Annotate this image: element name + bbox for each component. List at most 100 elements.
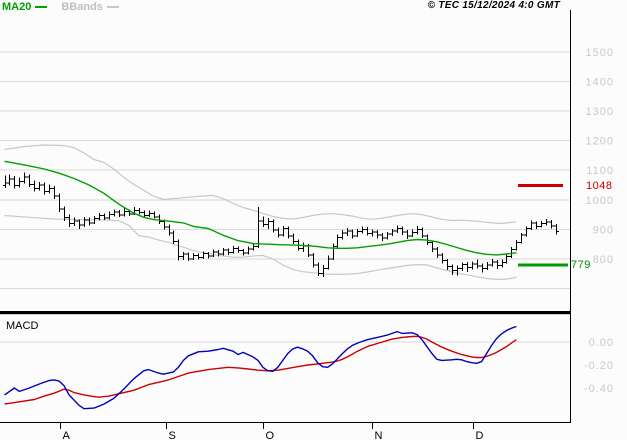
ohlc-bar: [82, 216, 87, 228]
ohlc-bar: [316, 262, 321, 277]
ohlc-bar: [534, 221, 539, 229]
ohlc-bar: [107, 211, 112, 220]
ohlc-bar: [266, 218, 271, 229]
ohlc-bar: [3, 175, 8, 188]
ohlc-bar: [415, 226, 420, 235]
month-label: S: [169, 430, 176, 440]
ohlc-bar: [450, 264, 455, 275]
macd-tick-label: -0.40: [584, 383, 614, 395]
macd-line: [4, 325, 517, 410]
ohlc-bar: [504, 254, 509, 264]
price-tick-label: 1300: [586, 106, 614, 118]
ohlc-bar: [360, 226, 365, 234]
ohlc-bar: [455, 265, 460, 276]
ohlc-bar: [47, 184, 52, 194]
macd-tick-label: 0.00: [589, 337, 614, 349]
ohlc-bar: [17, 177, 22, 188]
price-tick-label: 1000: [586, 195, 614, 207]
ohlc-bar: [62, 206, 67, 222]
price-tick-label: 1200: [586, 136, 614, 148]
ohlc-bar: [480, 263, 485, 273]
ohlc-bar: [390, 228, 395, 236]
ohlc-bar: [321, 264, 326, 278]
month-label: A: [63, 430, 71, 440]
ohlc-bar: [430, 240, 435, 252]
ohlc-bar: [112, 209, 117, 217]
ohlc-bar: [326, 255, 331, 270]
ohlc-bar: [142, 210, 147, 218]
ohlc-bar: [370, 229, 375, 237]
ma20-line-swatch: [35, 6, 48, 8]
ohlc-bar: [206, 251, 211, 259]
ohlc-bar: [286, 226, 291, 239]
ohlc-bar: [37, 182, 42, 191]
ohlc-bar: [395, 225, 400, 233]
ohlc-bar: [251, 244, 256, 251]
ohlc-bar: [470, 261, 475, 270]
ohlc-bar: [167, 224, 172, 236]
ohlc-bar: [12, 176, 17, 189]
ohlc-bar: [42, 182, 47, 195]
ohlc-bar: [241, 248, 246, 256]
ohlc-bar: [405, 229, 410, 239]
ohlc-bar: [7, 174, 12, 186]
ohlc-bar: [216, 250, 221, 257]
ohlc-bar: [57, 193, 62, 213]
macd-signal-line: [4, 335, 517, 405]
resistance-price-label: 1048: [586, 180, 613, 192]
ohlc-bar: [196, 253, 201, 260]
ohlc-bar: [554, 224, 559, 235]
ohlc-bar: [271, 219, 276, 233]
ohlc-bar: [475, 259, 480, 269]
price-tick-label: 800: [593, 254, 614, 266]
ohlc-bar: [281, 225, 286, 237]
ohlc-bar: [67, 214, 72, 228]
ohlc-bar: [32, 180, 37, 192]
ohlc-bar: [350, 229, 355, 239]
bbands-legend-label: BBands: [61, 1, 103, 13]
ohlc-bar: [27, 174, 32, 187]
ohlc-bar: [340, 229, 345, 240]
price-tick-label: 1500: [586, 47, 614, 59]
ohlc-bar: [490, 259, 495, 267]
ohlc-bar: [460, 262, 465, 271]
ohlc-bar: [500, 259, 505, 268]
support-price-label: 779: [571, 259, 591, 271]
ohlc-bar: [524, 226, 529, 237]
bb-upper-line: [4, 144, 517, 225]
ohlc-bar: [465, 261, 470, 273]
month-label: D: [476, 430, 484, 440]
panel-divider: [0, 311, 570, 315]
ohlc-bar: [22, 172, 27, 184]
ohlc-bar: [276, 227, 281, 238]
ohlc-bar: [221, 247, 226, 256]
ohlc-bar: [122, 208, 127, 217]
ohlc-bar: [544, 219, 549, 226]
ohlc-bar: [186, 252, 191, 261]
ohlc-bar: [400, 226, 405, 236]
ohlc-bar: [440, 253, 445, 264]
macd-panel-label: MACD: [6, 320, 39, 332]
ohlc-bar: [152, 211, 157, 219]
ohlc-bar: [246, 246, 251, 255]
ohlc-bar: [92, 215, 97, 225]
month-label: N: [375, 430, 383, 440]
ohlc-bar: [385, 231, 390, 240]
ohlc-bar: [291, 233, 296, 245]
ohlc-bar: [435, 247, 440, 258]
ohlc-bar: [191, 253, 196, 261]
ohlc-bar: [256, 207, 261, 248]
ohlc-bar: [380, 232, 385, 242]
ohlc-bar: [420, 227, 425, 238]
ma20-line: [4, 160, 517, 256]
ohlc-bar: [181, 251, 186, 261]
ohlc-bar: [176, 239, 181, 261]
ohlc-bar: [211, 249, 216, 258]
ohlc-bar: [495, 260, 500, 270]
ohlc-bar: [72, 217, 77, 226]
ohlc-bar: [236, 246, 241, 254]
ohlc-bar: [375, 229, 380, 239]
ohlc-bar: [52, 186, 57, 200]
ohlc-bar: [301, 242, 306, 252]
